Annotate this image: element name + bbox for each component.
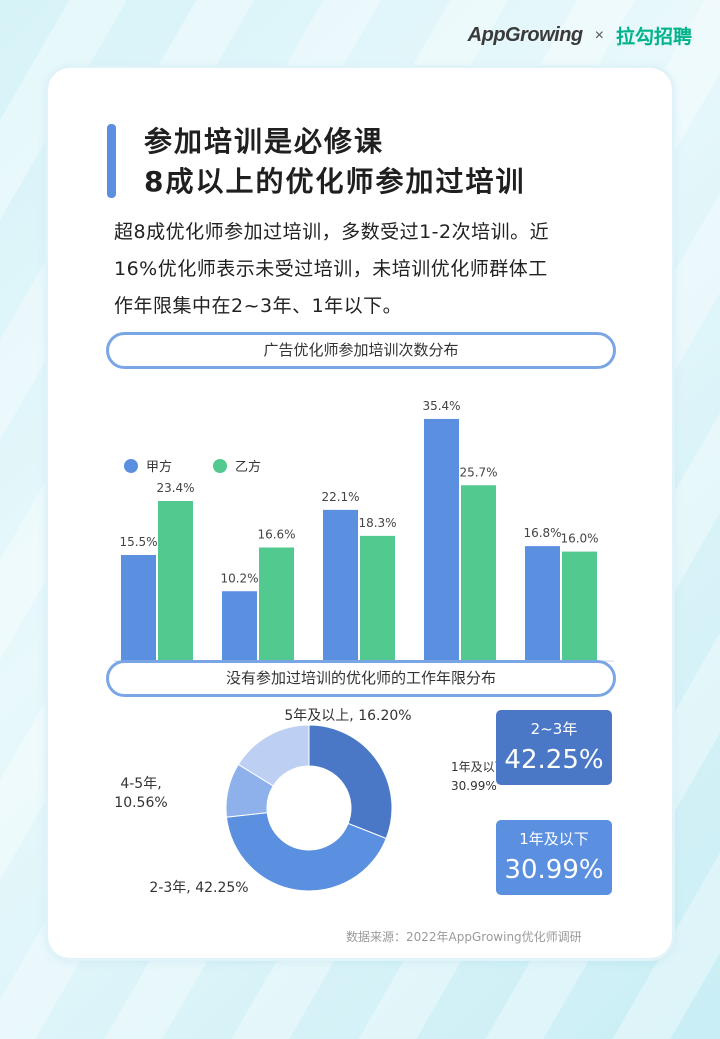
bar-乙方-4 (562, 551, 597, 661)
training-count-bar-chart: 甲方乙方15.5%23.4%10次以上10.2%16.6%6-10次22.1%1… (114, 399, 614, 662)
stat-value: 30.99% (504, 855, 604, 885)
bar-乙方-3 (461, 485, 496, 661)
legend-label-1: 乙方 (235, 459, 261, 475)
appgrowing-logo: AppGrowing (467, 24, 583, 46)
slice-label: 2-3年, 42.25% (149, 880, 248, 896)
data-label: 16.6% (257, 527, 295, 541)
title-line-1: 参加培训是必修课 (144, 125, 385, 158)
data-label: 16.8% (523, 526, 561, 540)
stat-box-2-3-years: 2~3年 42.25% (496, 710, 612, 785)
donut-slice-0 (308, 724, 393, 840)
legend-marker-1 (213, 459, 227, 473)
title-accent-bar (107, 124, 116, 198)
data-label: 18.3% (358, 516, 396, 530)
work-years-donut-chart: 1年及以下, 30.99% 2-3年, 42.25% 4-5年, 10.56% 5年及以上… (114, 708, 496, 896)
bar-甲方-2 (323, 509, 358, 661)
donut-slice-1 (225, 812, 387, 892)
bar-甲方-0 (121, 555, 156, 661)
title-line-2: 8成以上的优化师参加过培训 (144, 165, 526, 198)
slice-label: 1年及以下, (451, 760, 496, 774)
data-label: 22.1% (321, 490, 359, 504)
legend-label-0: 甲方 (146, 459, 172, 475)
stat-value: 42.25% (504, 745, 604, 775)
slice-label: 30.99% (451, 779, 496, 793)
section-title-work-years: 没有参加过培训的优化师的工作年限分布 (106, 660, 616, 697)
intro-text: 超8成优化师参加过培训，多数受过1-2次培训。近 16%优化师表示未受过培训，未… (114, 214, 614, 325)
donut-slice-3 (237, 724, 310, 787)
data-label: 35.4% (422, 399, 460, 413)
logo-separator: × (594, 26, 604, 44)
section-title-training-count: 广告优化师参加培训次数分布 (106, 332, 616, 369)
slice-label: 10.56% (114, 795, 167, 811)
data-source-note: 数据来源：2022年AppGrowing优化师调研 (346, 930, 582, 944)
bar-甲方-4 (525, 546, 560, 661)
data-label: 15.5% (119, 535, 157, 549)
bar-乙方-0 (158, 500, 193, 661)
data-label: 23.4% (156, 481, 194, 495)
stat-label: 1年及以下 (519, 830, 589, 848)
data-label: 16.0% (560, 532, 598, 546)
intro-line-1: 超8成优化师参加过培训，多数受过1-2次培训。近 (114, 221, 550, 243)
header-logos: AppGrowing × 拉勾招聘 (468, 22, 692, 49)
bar-乙方-1 (259, 547, 294, 661)
intro-line-2: 16%优化师表示未受过培训，未培训优化师群体工 (114, 258, 548, 280)
stat-box-1-year-or-less: 1年及以下 30.99% (496, 820, 612, 895)
bar-乙方-2 (360, 535, 395, 661)
stat-label: 2~3年 (530, 720, 578, 738)
bar-甲方-1 (222, 591, 257, 661)
legend-marker-0 (124, 459, 138, 473)
content-card: 参加培训是必修课 8成以上的优化师参加过培训 超8成优化师参加过培训，多数受过1… (48, 68, 672, 958)
data-label: 25.7% (459, 465, 497, 479)
bar-甲方-3 (424, 418, 459, 661)
slice-label: 4-5年, (120, 776, 161, 792)
data-label: 10.2% (220, 571, 258, 585)
slice-label: 5年及以上, 16.20% (284, 708, 411, 724)
lagou-logo: 拉勾招聘 (615, 27, 692, 48)
intro-line-3: 作年限集中在2~3年、1年以下。 (114, 295, 403, 317)
page-title: 参加培训是必修课 8成以上的优化师参加过培训 (144, 122, 525, 202)
